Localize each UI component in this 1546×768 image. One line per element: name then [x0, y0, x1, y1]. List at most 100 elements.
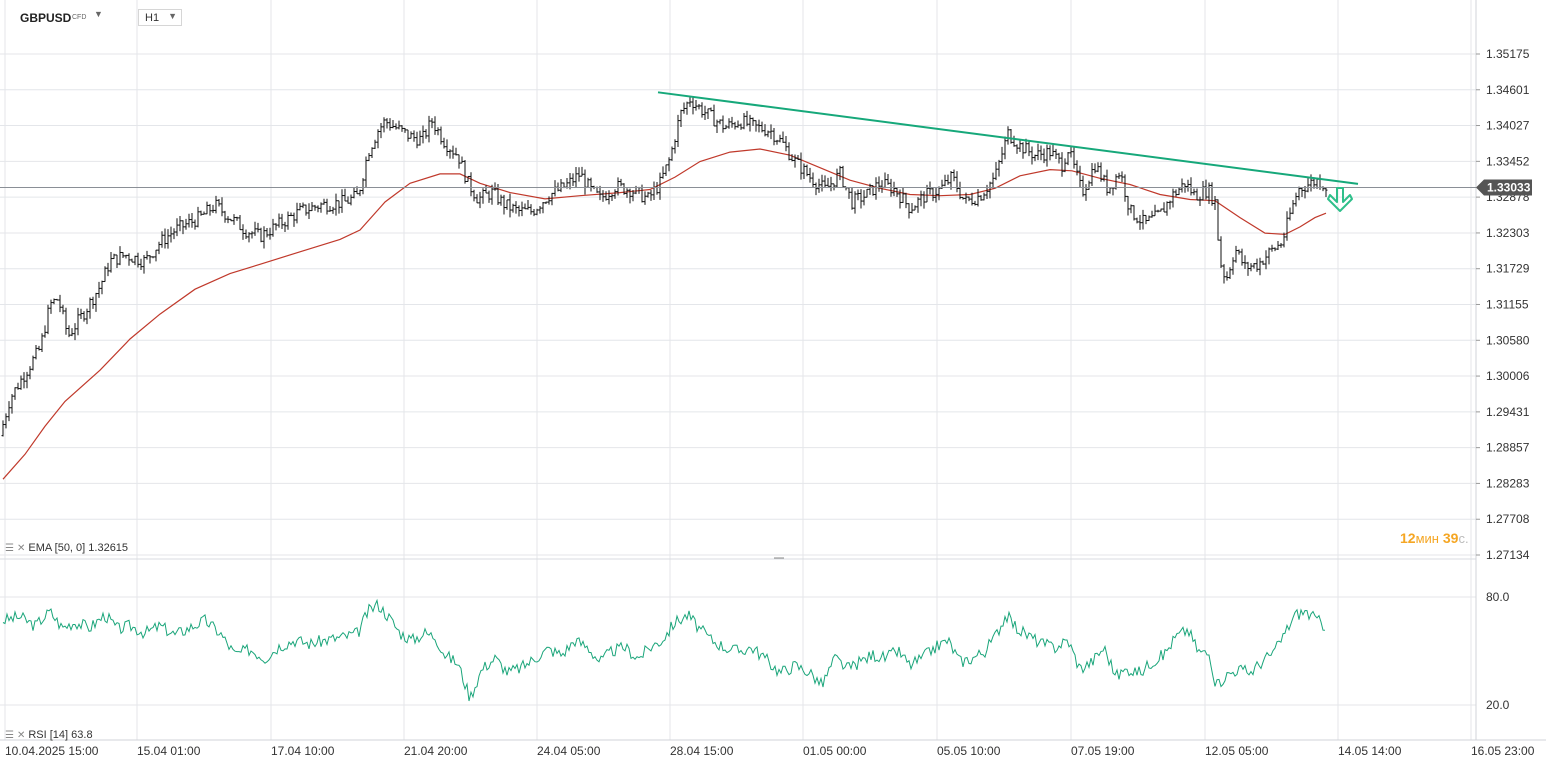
ohlc-bar: [478, 191, 482, 209]
ohlc-bar: [61, 304, 65, 315]
ohlc-bar: [811, 172, 815, 188]
ohlc-bar: [1042, 148, 1046, 164]
ohlc-bar: [784, 136, 788, 152]
ohlc-bar: [823, 175, 827, 188]
ohlc-bar: [232, 214, 236, 225]
ohlc-bar: [310, 201, 314, 212]
ohlc-bar: [445, 139, 449, 157]
ohlc-bar: [919, 190, 923, 207]
symbol-dropdown-chevron-icon[interactable]: ▼: [94, 9, 103, 19]
ohlc-bar: [898, 189, 902, 209]
price-tick-label: 1.28857: [1486, 441, 1530, 455]
ohlc-bar: [1141, 209, 1145, 230]
ohlc-bar: [196, 206, 200, 228]
ohlc-bar: [1027, 140, 1031, 157]
ohlc-bar: [604, 191, 608, 201]
ohlc-bar: [499, 194, 503, 206]
ohlc-bar: [1066, 151, 1070, 166]
ohlc-bar: [1000, 146, 1004, 165]
ohlc-bar: [688, 96, 692, 107]
ohlc-bar: [769, 124, 773, 140]
ema-legend[interactable]: ☰ ✕ EMA [50, 0] 1.32615: [5, 542, 128, 554]
ohlc-bar: [556, 182, 560, 192]
ema-polyline: [2, 148, 1327, 480]
ohlc-bar: [913, 205, 917, 211]
ohlc-bar: [1165, 201, 1169, 216]
current-price-badge: 1.33033: [1476, 179, 1532, 196]
close-icon[interactable]: ✕: [16, 730, 26, 741]
timeframe-select[interactable]: H1 ▼: [138, 9, 182, 26]
ohlc-bar: [1237, 249, 1241, 255]
timer-minutes: 12: [1400, 530, 1416, 546]
ohlc-bar: [1234, 245, 1238, 263]
ohlc-bar: [484, 185, 488, 194]
ohlc-bar: [1078, 165, 1082, 188]
ohlc-bar: [1153, 204, 1157, 217]
ohlc-bar: [646, 191, 650, 198]
ohlc-bar: [292, 212, 296, 227]
ohlc-bar: [1312, 177, 1316, 189]
ohlc-bar: [55, 298, 59, 301]
ohlc-bar: [391, 120, 395, 129]
ohlc-bar: [910, 203, 914, 214]
ohlc-bar: [781, 131, 785, 143]
ohlc-bar: [628, 188, 632, 204]
close-icon[interactable]: ✕: [16, 543, 26, 554]
ohlc-bar: [133, 255, 137, 266]
ohlc-bar: [121, 251, 125, 258]
ohlc-bar: [1015, 144, 1019, 154]
ohlc-bar: [271, 218, 275, 237]
resistance-trendline[interactable]: [657, 91, 1359, 185]
ohlc-bar: [49, 299, 53, 314]
ohlc-bar: [757, 119, 761, 133]
ohlc-bar: [139, 258, 143, 271]
price-tick-label: 1.35175: [1486, 47, 1530, 61]
ema-line: [2, 148, 1327, 480]
ohlc-bar: [217, 199, 221, 207]
price-tick-label: 1.32303: [1486, 226, 1530, 240]
ohlc-bar: [1006, 126, 1010, 145]
ohlc-bar: [1099, 162, 1103, 182]
ohlc-bar: [862, 190, 866, 206]
ohlc-bar: [691, 96, 695, 115]
ohlc-bar: [1159, 208, 1163, 212]
ohlc-bar: [244, 229, 248, 239]
ohlc-bar: [58, 294, 62, 313]
ohlc-bar: [472, 189, 476, 202]
ohlc-bar: [1267, 247, 1271, 265]
ohlc-bar: [1084, 184, 1088, 201]
ohlc-bar: [880, 180, 884, 193]
ohlc-bar: [874, 177, 878, 200]
ohlc-bar: [532, 209, 536, 217]
ohlc-bar: [1270, 244, 1274, 252]
ohlc-bar: [1093, 163, 1097, 174]
ohlc-bar: [82, 311, 86, 322]
ohlc-bar: [406, 129, 410, 142]
trendline[interactable]: [657, 91, 1359, 185]
ohlc-bar: [181, 220, 185, 235]
ohlc-bar: [544, 201, 548, 205]
ohlc-bar: [64, 307, 68, 335]
ohlc-bar: [268, 227, 272, 240]
ohlc-bar: [145, 250, 149, 260]
menu-icon[interactable]: ☰: [5, 543, 14, 554]
ohlc-bar: [469, 172, 473, 197]
ohlc-bar: [286, 211, 290, 230]
ohlc-bar: [37, 345, 41, 351]
ohlc-bar: [148, 255, 152, 264]
ohlc-bar: [523, 203, 527, 210]
ohlc-bar: [1126, 195, 1130, 216]
price-tick-label: 1.27134: [1486, 548, 1530, 562]
ohlc-bar: [865, 188, 869, 198]
menu-icon[interactable]: ☰: [5, 730, 14, 741]
ohlc-bar: [352, 187, 356, 199]
ohlc-bar: [895, 187, 899, 197]
time-tick-label: 10.04.2025 15:00: [5, 744, 99, 758]
symbol-name[interactable]: GBPUSD: [20, 11, 72, 25]
ohlc-bar: [1168, 200, 1172, 210]
ohlc-bar: [106, 262, 110, 277]
ohlc-bar: [724, 124, 728, 130]
rsi-legend[interactable]: ☰ ✕ RSI [14] 63.8: [5, 729, 93, 741]
ohlc-bar: [331, 206, 335, 214]
